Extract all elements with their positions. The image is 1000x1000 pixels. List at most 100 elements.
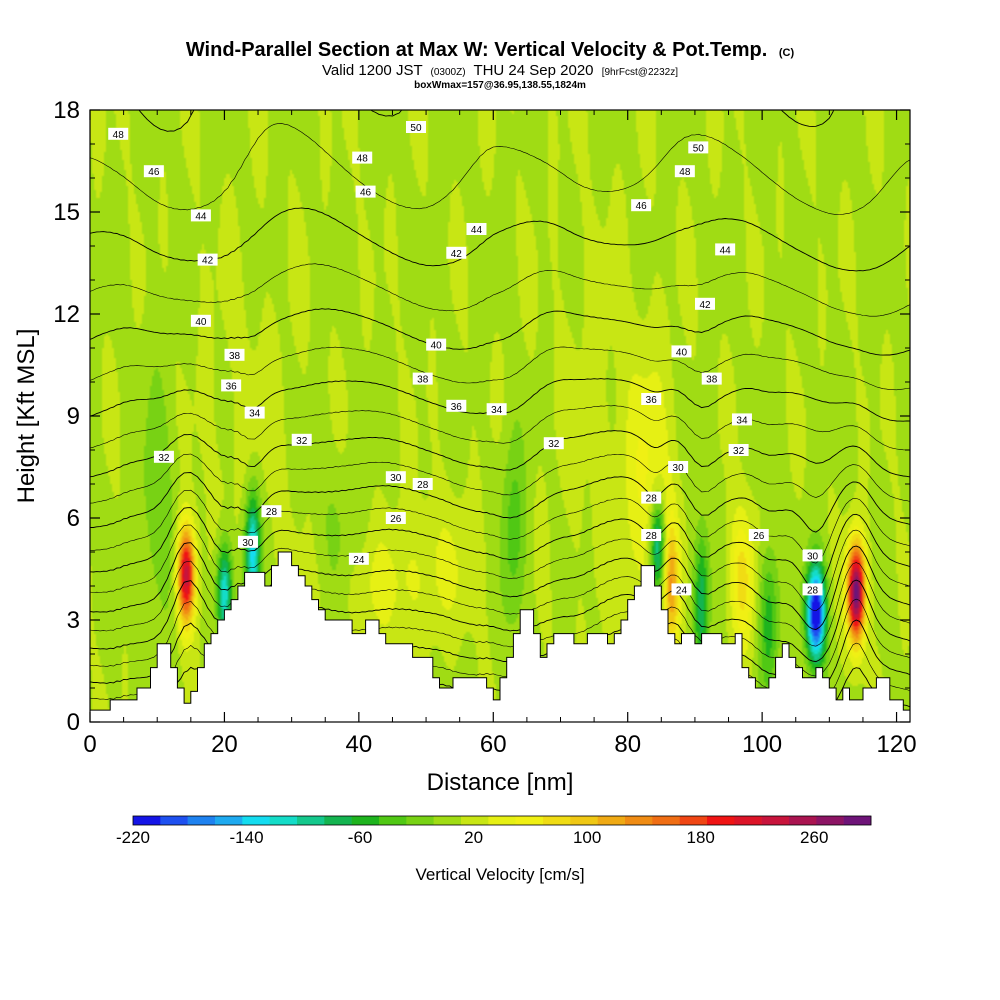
theta-contour-label-bg [108, 127, 129, 140]
theta-contour-label-text: 32 [733, 446, 745, 457]
theta-contour [90, 430, 910, 478]
colorbar-swatch [625, 816, 653, 825]
colorbar-swatch [187, 816, 216, 825]
theta-contour-label-text: 28 [807, 585, 819, 596]
theta-contour-label-bg [405, 121, 426, 133]
theta-contour-label-text: 50 [410, 123, 422, 134]
theta-contour-label-bg [715, 243, 736, 256]
theta-contour-label-bg [143, 165, 164, 178]
theta-contour [90, 308, 910, 356]
colorbar-swatch [816, 816, 844, 825]
y-tick-label: 6 [67, 505, 80, 532]
colorbar-tick-label: -220 [116, 828, 150, 847]
colorbar-tick-label: 260 [800, 828, 828, 847]
colorbar: -220 -140 -60 20 100 180 260 [116, 815, 872, 847]
theta-contour-label-text: 34 [736, 415, 748, 426]
theta-contour-label: 36 [446, 399, 467, 413]
theta-contour-label-bg [674, 165, 695, 178]
chart-title-text: Wind-Parallel Section at Max W: Vertical… [186, 39, 767, 61]
theta-contour-label-bg [701, 372, 722, 385]
theta-contour-label-text: 24 [353, 555, 365, 566]
theta-contour-label-text: 46 [636, 201, 648, 212]
theta-contour-label: 42 [197, 253, 218, 267]
colorbar-swatch [789, 816, 817, 825]
colorbar-swatch [843, 816, 872, 825]
theta-contour-label-text: 30 [807, 551, 819, 562]
theta-contour-label-text: 48 [679, 167, 691, 178]
colorbar-swatch [543, 816, 571, 825]
theta-contour-label-text: 40 [676, 347, 688, 358]
theta-contour-label-text: 46 [148, 167, 160, 178]
colorbar-swatch [406, 816, 434, 825]
theta-contour-label-text: 46 [360, 188, 372, 199]
theta-contour-label-text: 40 [431, 341, 443, 352]
colorbar-tick-label: -140 [230, 828, 264, 847]
theta-contour-label-bg [688, 141, 709, 154]
y-tick-label: 3 [67, 607, 80, 634]
colorbar-tick-label: 100 [573, 828, 601, 847]
theta-contour-label: 28 [412, 478, 433, 491]
theta-contour-minor [90, 346, 910, 391]
subtitle-fcst: [9hrFcst@2232z] [602, 67, 679, 78]
colorbar-swatch [761, 816, 790, 825]
theta-contour-label: 40 [426, 338, 447, 352]
x-tick-label: 100 [742, 731, 782, 758]
colorbar-swatch [488, 816, 516, 825]
theta-contour-label-text: 34 [249, 409, 261, 420]
theta-contour-label: 46 [631, 199, 652, 212]
theta-contour-label-text: 30 [673, 463, 685, 474]
theta-contour-label: 24 [348, 552, 369, 566]
theta-contour-label-bg [355, 185, 376, 198]
theta-contour-label: 36 [641, 393, 662, 406]
colorbar-swatch [652, 816, 680, 825]
theta-contour-label-text: 44 [471, 225, 483, 236]
colorbar-swatch [461, 816, 489, 825]
theta-contour-label-bg [802, 549, 823, 562]
y-tick-label: 15 [53, 199, 80, 226]
theta-contour-minor [90, 489, 910, 564]
theta-contour-label-bg [802, 583, 823, 596]
theta-contour-label-text: 38 [229, 351, 241, 362]
x-tick-label: 120 [877, 731, 917, 758]
theta-contour-label-bg [224, 348, 245, 361]
theta-contour-label-text: 38 [417, 375, 429, 386]
colorbar-swatch [133, 816, 161, 825]
subtitle-utc: (0300Z) [431, 67, 466, 78]
theta-contour-label: 38 [224, 348, 245, 362]
chart-title-mark: (C) [779, 47, 795, 59]
subtitle-valid: Valid 1200 JST [322, 62, 422, 79]
theta-contour-label-bg [641, 393, 662, 405]
theta-contour-label: 28 [261, 505, 282, 518]
theta-contour-label-bg [641, 529, 662, 541]
theta-contour-minor [90, 405, 910, 451]
theta-contour-label: 40 [671, 345, 692, 358]
theta-contour-label-bg [348, 552, 369, 565]
colorbar-swatch [597, 816, 626, 825]
theta-contour-label-bg [671, 583, 692, 596]
theta-contour-label-bg [261, 505, 282, 518]
theta-contour-label-text: 42 [202, 256, 214, 267]
theta-contour-label: 46 [143, 165, 164, 178]
theta-contour-label: 38 [412, 372, 433, 386]
theta-contour-label-bg [385, 471, 406, 484]
subtitle-date: THU 24 Sep 2020 [473, 62, 593, 79]
theta-contour-label: 26 [385, 512, 406, 525]
colorbar-frame [132, 815, 872, 826]
theta-contour-minor [90, 453, 910, 504]
theta-contour-label: 26 [748, 529, 769, 542]
theta-contour-minor [90, 524, 910, 612]
theta-contour-label-bg [731, 413, 752, 426]
theta-contour-label: 40 [190, 314, 211, 328]
theta-contour-label-text: 24 [676, 585, 688, 596]
theta-contour-label-bg [466, 223, 487, 235]
theta-contour-label-text: 30 [242, 538, 254, 549]
x-tick-label: 0 [83, 731, 96, 758]
theta-contour-label: 34 [486, 403, 507, 416]
theta-contour-label: 36 [221, 379, 242, 392]
theta-contour-label-bg [221, 379, 242, 392]
theta-contour-label-text: 34 [491, 405, 503, 416]
colorbar-swatch [242, 816, 270, 825]
theta-contour-label: 28 [641, 529, 662, 542]
theta-contour-label: 28 [641, 491, 662, 505]
